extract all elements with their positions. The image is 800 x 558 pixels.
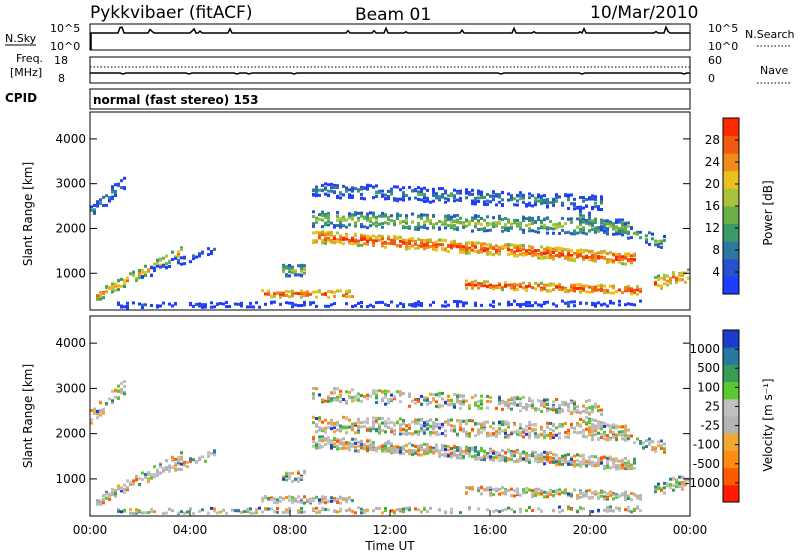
y-tick-label: 4000 [55, 336, 86, 350]
velocity-colorbar-swatch [723, 398, 739, 417]
power-colorbar-swatch [723, 188, 739, 207]
power-colorbar-tick-label: 8 [712, 243, 720, 257]
x-tick-label: 08:00 [273, 523, 308, 537]
power-colorbar-swatch [723, 153, 739, 172]
freq-label-2: [MHz] [10, 66, 42, 79]
velocity-colorbar-swatch [723, 484, 739, 503]
cpid-text: normal (fast stereo) 153 [93, 93, 259, 107]
velocity-y-label: Slant Range [km] [21, 364, 35, 468]
velocity-colorbar-swatch [723, 467, 739, 486]
velocity-frame [89, 315, 691, 517]
velocity-panel: 1000 2000 3000 4000 00:00 04:00 08:00 12:00 16:… [21, 315, 775, 553]
power-colorbar-tick-label: 16 [705, 199, 720, 213]
velocity-colorbar-swatch [723, 416, 739, 434]
power-colorbar-swatch [723, 276, 739, 295]
x-tick-label: 00:00 [673, 523, 708, 537]
velocity-colorbar-tick-label: 1000 [689, 342, 720, 356]
x-tick-label: 20:00 [573, 523, 608, 537]
velocity-colorbar-tick-label: 25 [705, 399, 720, 413]
power-colorbar-swatch [723, 170, 739, 189]
velocity-colorbar-swatch [723, 364, 739, 383]
nave-tick-top: 60 [708, 54, 722, 67]
x-tick-label: 16:00 [473, 523, 508, 537]
power-colorbar-swatch [723, 241, 739, 260]
cpid-strip: CPID normal (fast stereo) 153 [5, 88, 691, 110]
velocity-y-ticks: 1000 2000 3000 4000 [55, 336, 690, 486]
y-tick-label: 2000 [55, 427, 86, 441]
freq-tick-bottom: 8 [58, 72, 65, 85]
velocity-colorbar-swatch [723, 330, 739, 348]
nave-tick-bottom: 0 [708, 72, 715, 85]
power-panel: 1000 2000 3000 4000 Slant Range [km] 4 8 12 16… [21, 111, 775, 311]
nsearch-label: N.Search [745, 28, 795, 41]
nsearch-tick-bottom: 10^0 [708, 40, 738, 53]
velocity-colorbar-frame [722, 329, 740, 503]
power-colorbar-tick-label: 28 [705, 133, 720, 147]
date-title: 10/Mar/2010 [590, 3, 698, 23]
power-colorbar-swatch [723, 258, 739, 277]
velocity-colorbar-swatch [723, 433, 739, 451]
power-colorbar-tick-label: 4 [712, 265, 720, 279]
velocity-colorbar-swatch [723, 450, 739, 469]
y-tick-label: 4000 [55, 132, 86, 146]
power-heatmap-cells [90, 176, 690, 310]
velocity-colorbar-tick-label: -25 [700, 419, 720, 433]
y-tick-label: 1000 [55, 472, 86, 486]
power-colorbar: 4 8 12 16 20 24 28 [705, 117, 740, 295]
power-colorbar-swatch [723, 206, 739, 225]
nsky-tick-top: 10^5 [50, 22, 80, 35]
nsky-trace [90, 25, 690, 50]
station-title: Pykkvibaer (fitACF) [90, 3, 252, 23]
velocity-colorbar: 1000 500 100 25 -25 -100 -500 -1000 [685, 329, 740, 503]
y-tick-label: 3000 [55, 381, 86, 395]
y-tick-label: 3000 [55, 177, 86, 191]
velocity-x-ticks: 00:00 04:00 08:00 12:00 16:00 20:00 00:00 [73, 510, 708, 537]
nsky-strip: N.Sky 10^5 10^0 10^5 10^0 N.Search [5, 22, 795, 53]
nsky-frame [89, 23, 691, 51]
x-tick-label: 12:00 [373, 523, 408, 537]
freq-strip: Freq. [MHz] 18 8 60 0 Nave [10, 52, 790, 85]
nsky-tick-bottom: 10^0 [50, 40, 80, 53]
velocity-colorbar-tick-label: -500 [693, 457, 720, 471]
power-colorbar-tick-label: 20 [705, 177, 720, 191]
power-colorbar-swatch [723, 135, 739, 154]
power-y-ticks: 1000 2000 3000 4000 [55, 132, 690, 280]
x-axis-label: Time UT [364, 539, 415, 553]
velocity-colorbar-label: Velocity [m s⁻¹] [761, 378, 775, 471]
freq-frame [89, 56, 691, 84]
y-tick-label: 2000 [55, 221, 86, 235]
freq-label-1: Freq. [16, 52, 43, 65]
power-colorbar-label: Power [dB] [761, 180, 775, 245]
nave-label: Nave [760, 64, 788, 77]
power-y-label: Slant Range [km] [21, 162, 35, 266]
cpid-frame [89, 88, 691, 110]
y-tick-label: 1000 [55, 266, 86, 280]
x-tick-label: 00:00 [73, 523, 108, 537]
velocity-colorbar-tick-label: 100 [697, 380, 720, 394]
freq-trace [90, 72, 690, 75]
beam-title: Beam 01 [355, 5, 431, 25]
velocity-heatmap-cells [90, 380, 690, 515]
x-tick-label: 04:00 [173, 523, 208, 537]
freq-tick-top: 18 [54, 54, 68, 67]
nsearch-tick-top: 10^5 [708, 22, 738, 35]
velocity-colorbar-tick-label: 500 [697, 361, 720, 375]
cpid-label: CPID [5, 91, 37, 105]
nsky-label: N.Sky [5, 32, 37, 45]
power-colorbar-swatch [723, 223, 739, 242]
velocity-colorbar-tick-label: -100 [693, 438, 720, 452]
power-colorbar-tick-label: 12 [705, 221, 720, 235]
power-colorbar-tick-label: 24 [705, 155, 720, 169]
power-colorbar-swatch [723, 118, 739, 137]
velocity-colorbar-tick-label: -1000 [685, 476, 720, 490]
velocity-colorbar-swatch [723, 347, 739, 365]
power-frame [89, 111, 691, 311]
velocity-colorbar-swatch [723, 381, 739, 400]
